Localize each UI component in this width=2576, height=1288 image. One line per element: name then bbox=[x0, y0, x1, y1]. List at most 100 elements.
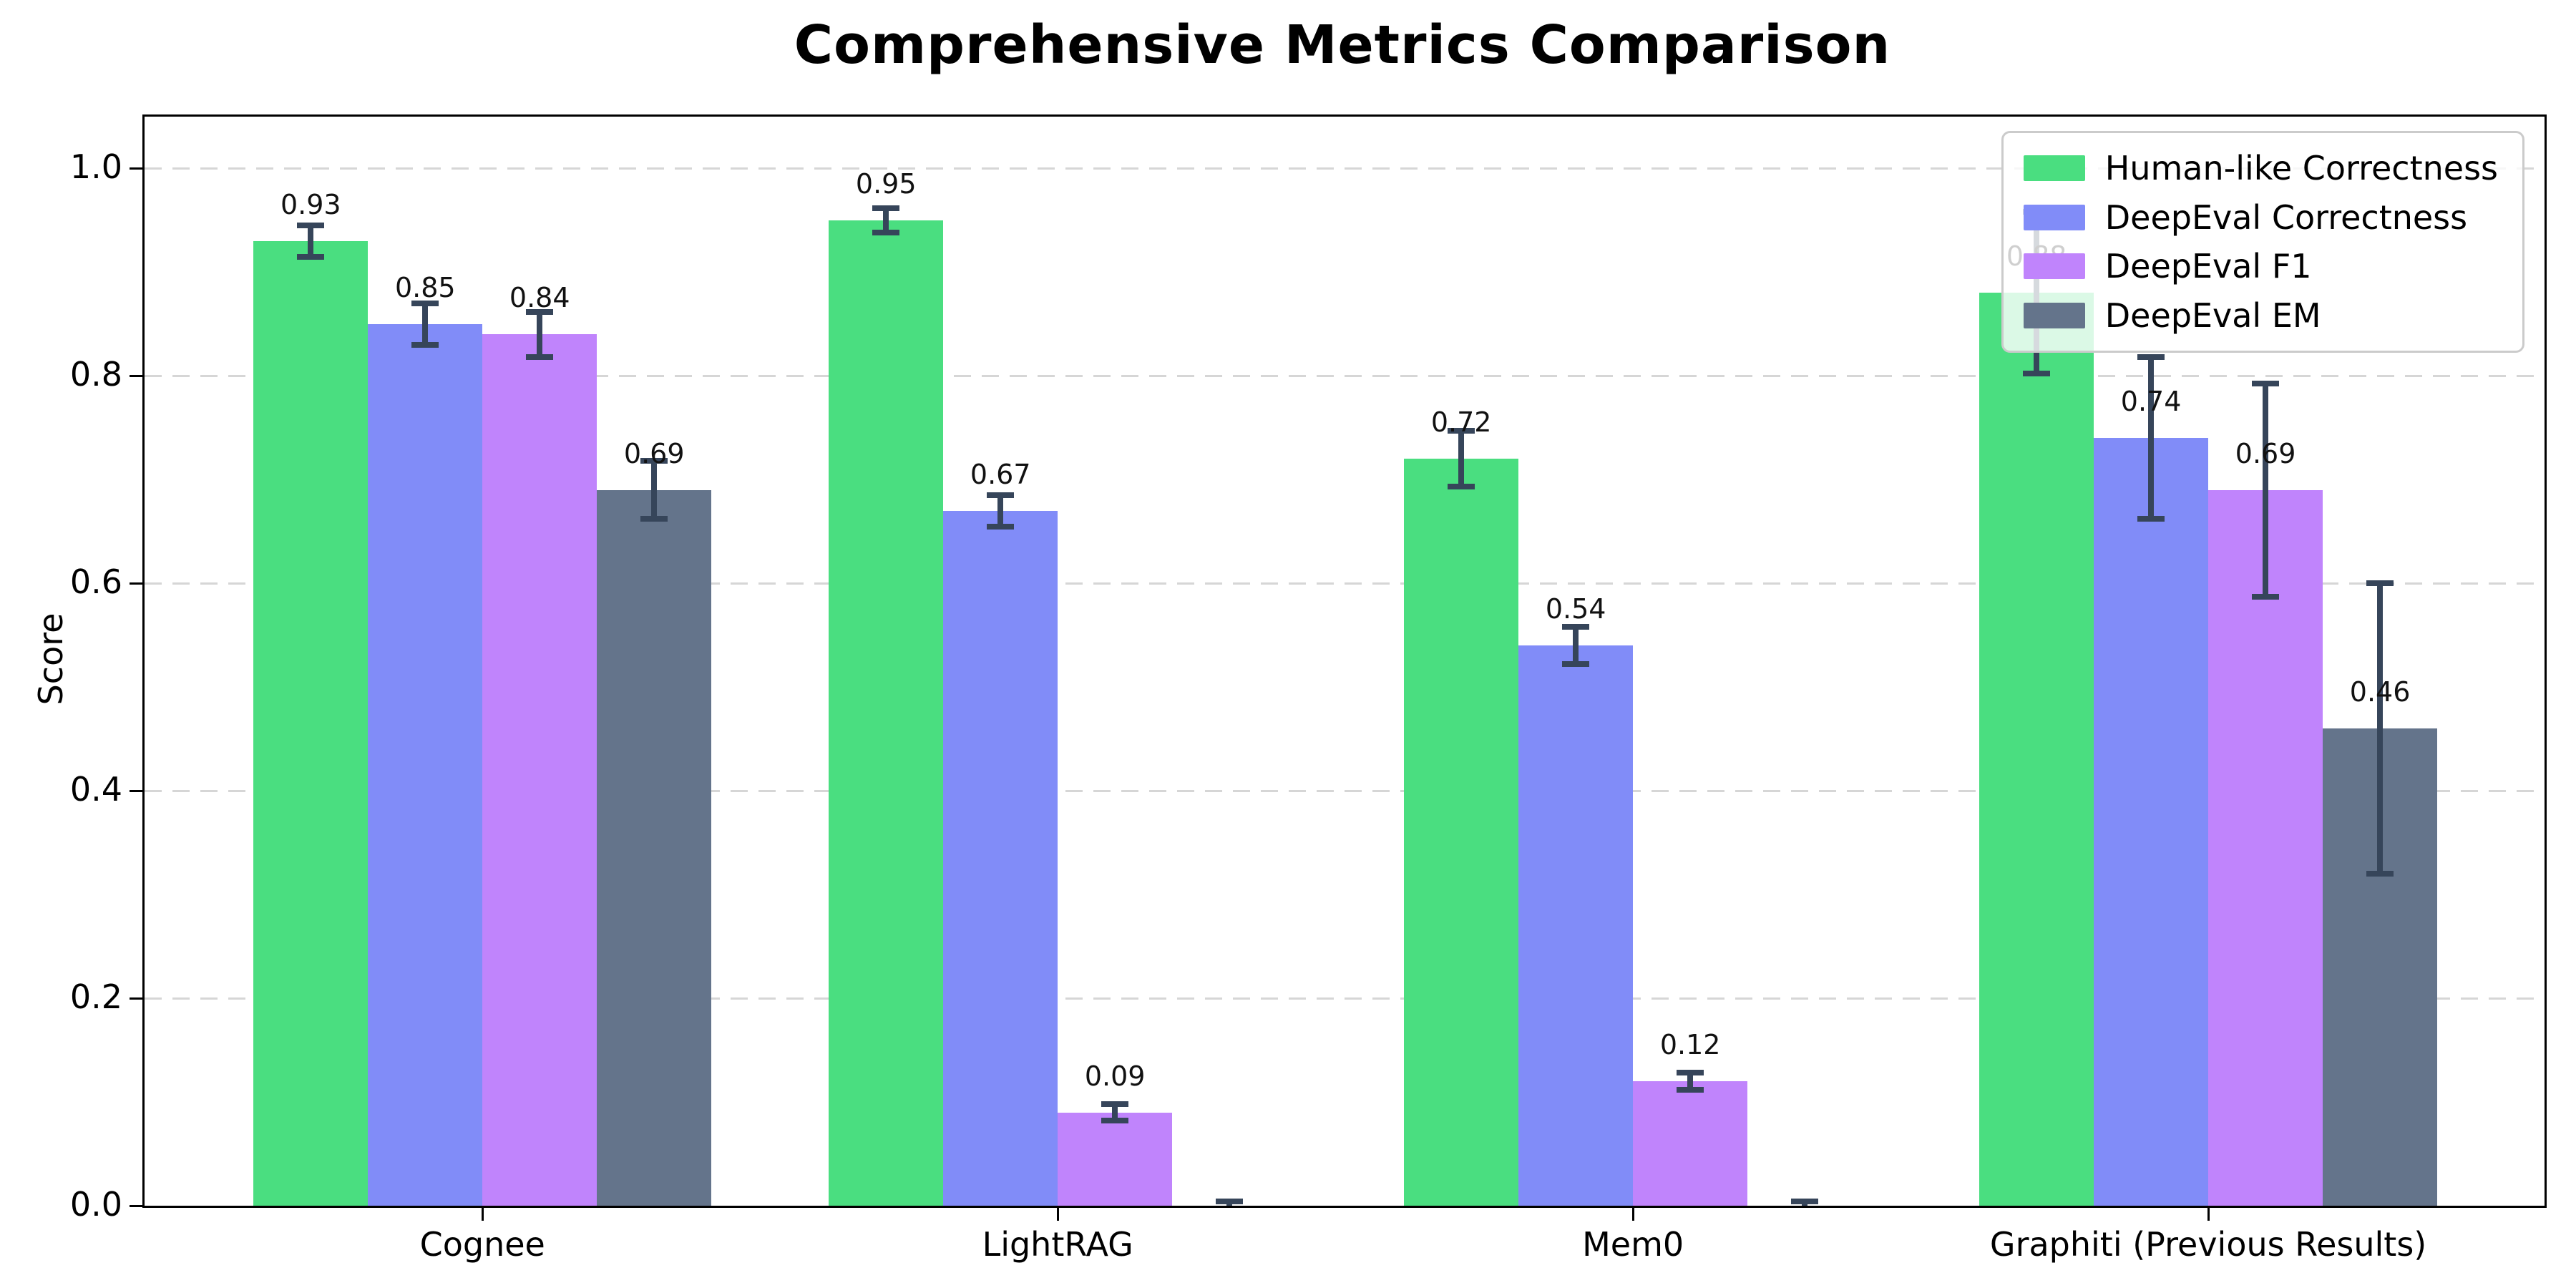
legend: Human-like Correctness DeepEval Correctne… bbox=[2001, 131, 2524, 353]
bar-value-label: 0.12 bbox=[1659, 1029, 1721, 1061]
bar-column: 0.12 bbox=[1633, 117, 1748, 1206]
error-bar-cap-bottom bbox=[526, 354, 554, 361]
y-tick-label: 0.8 bbox=[69, 355, 122, 394]
error-bar-cap-top bbox=[640, 458, 668, 464]
y-tick-mark bbox=[130, 374, 142, 377]
error-bar bbox=[883, 208, 889, 233]
error-bar-cap-bottom bbox=[1791, 1207, 1818, 1208]
x-tick-mark bbox=[2207, 1208, 2210, 1221]
error-bar bbox=[1573, 627, 1579, 665]
y-tick-mark bbox=[130, 167, 142, 170]
error-bar-cap-top bbox=[1448, 428, 1475, 434]
error-bar-cap-bottom bbox=[297, 253, 325, 260]
bar-value-label: 0.54 bbox=[1545, 593, 1606, 625]
error-bar-cap-top bbox=[411, 300, 439, 306]
y-tick-label: 1.0 bbox=[69, 147, 122, 187]
legend-label: DeepEval F1 bbox=[2104, 247, 2312, 286]
error-bar-cap-top bbox=[2366, 580, 2394, 587]
error-bar-cap-bottom bbox=[2252, 594, 2280, 600]
error-bar-cap-top bbox=[1677, 1070, 1704, 1076]
gridline-1.0 bbox=[145, 167, 2545, 170]
legend-label: DeepEval EM bbox=[2104, 296, 2321, 335]
bar-column: 0.95 bbox=[829, 117, 944, 1206]
bar bbox=[253, 240, 369, 1206]
error-bar bbox=[997, 495, 1004, 527]
chart-title: Comprehensive Metrics Comparison bbox=[794, 14, 1891, 76]
legend-swatch bbox=[2023, 155, 2085, 182]
y-tick-mark bbox=[130, 582, 142, 585]
error-bar bbox=[1687, 1073, 1694, 1090]
bar bbox=[829, 220, 944, 1206]
bar-value-label: 0.67 bbox=[970, 458, 1031, 490]
bar bbox=[1979, 293, 2094, 1206]
error-bar-cap-bottom bbox=[872, 230, 900, 236]
legend-swatch bbox=[2023, 204, 2085, 230]
y-tick-mark bbox=[130, 997, 142, 1000]
error-bar-cap-bottom bbox=[1677, 1086, 1704, 1093]
x-tick-label-3: Mem0 bbox=[1582, 1225, 1684, 1264]
bar bbox=[2094, 438, 2209, 1206]
error-bar bbox=[1458, 431, 1465, 487]
gridline-0.8 bbox=[145, 374, 2545, 377]
y-tick-mark bbox=[130, 789, 142, 792]
error-bar bbox=[537, 311, 543, 358]
error-bar bbox=[308, 225, 314, 257]
error-bar-cap-bottom bbox=[1562, 661, 1590, 668]
gridline-0.6 bbox=[145, 582, 2545, 585]
error-bar bbox=[2263, 383, 2269, 597]
bar-value-label: 0.46 bbox=[2349, 676, 2411, 708]
bar bbox=[2208, 489, 2323, 1206]
legend-item: DeepEval F1 bbox=[2023, 247, 2498, 286]
legend-item: Human-like Correctness bbox=[2023, 149, 2498, 187]
bar-column: 0.72 bbox=[1404, 117, 1519, 1206]
error-bar-cap-top bbox=[1562, 624, 1590, 630]
error-bar-cap-bottom bbox=[1101, 1118, 1129, 1124]
bar-column bbox=[1172, 117, 1287, 1206]
bar-column: 0.69 bbox=[2208, 117, 2323, 1206]
bar-column: 0.09 bbox=[1058, 117, 1173, 1206]
bar-value-label: 0.74 bbox=[2120, 386, 2182, 418]
bar-value-label: 0.95 bbox=[855, 167, 917, 200]
gridline-0.2 bbox=[145, 997, 2545, 1000]
bar-column: 0.85 bbox=[368, 117, 483, 1206]
bar-column: 0.74 bbox=[2094, 117, 2209, 1206]
bar-column: 0.54 bbox=[1518, 117, 1634, 1206]
error-bar bbox=[2148, 357, 2155, 519]
y-tick-label: 0.4 bbox=[69, 770, 122, 809]
bar-value-label: 0.72 bbox=[1430, 406, 1492, 439]
bar bbox=[1058, 1112, 1173, 1206]
error-bar-cap-top bbox=[1101, 1101, 1129, 1107]
gridline-0.4 bbox=[145, 789, 2545, 792]
error-bar-cap-bottom bbox=[2366, 871, 2394, 877]
bar-value-label: 0.69 bbox=[2235, 437, 2296, 469]
y-tick-label: 0.2 bbox=[69, 977, 122, 1017]
bar-value-label: 0.93 bbox=[280, 188, 341, 220]
bar-column: 0.46 bbox=[2323, 117, 2438, 1206]
bar-column: 0.93 bbox=[253, 117, 369, 1206]
bar bbox=[368, 323, 483, 1206]
bar bbox=[1633, 1081, 1748, 1206]
legend-item: DeepEval Correctness bbox=[2023, 197, 2498, 237]
bar bbox=[943, 510, 1058, 1206]
error-bar bbox=[2377, 583, 2384, 874]
error-bar-cap-top bbox=[1791, 1199, 1819, 1205]
legend-label: Human-like Correctness bbox=[2104, 149, 2498, 187]
bar bbox=[1404, 459, 1519, 1206]
bar bbox=[1518, 645, 1634, 1206]
x-tick-mark bbox=[1056, 1208, 1059, 1221]
error-bar-cap-bottom bbox=[2023, 371, 2051, 377]
error-bar-cap-top bbox=[526, 308, 554, 315]
error-bar-cap-bottom bbox=[1448, 484, 1475, 490]
x-tick-label-4: Graphiti (Previous Results) bbox=[1989, 1225, 2427, 1264]
x-tick-mark bbox=[481, 1208, 484, 1221]
error-bar-cap-bottom bbox=[640, 516, 668, 522]
bar-column: 0.69 bbox=[597, 117, 712, 1206]
bar-value-label: 0.09 bbox=[1084, 1060, 1146, 1092]
error-bar-cap-bottom bbox=[411, 341, 439, 348]
error-bar bbox=[651, 461, 658, 519]
bar-column: 0.67 bbox=[943, 117, 1058, 1206]
error-bar-cap-top bbox=[872, 205, 900, 211]
legend-label: DeepEval Correctness bbox=[2104, 197, 2468, 237]
error-bar-cap-top bbox=[297, 223, 325, 229]
